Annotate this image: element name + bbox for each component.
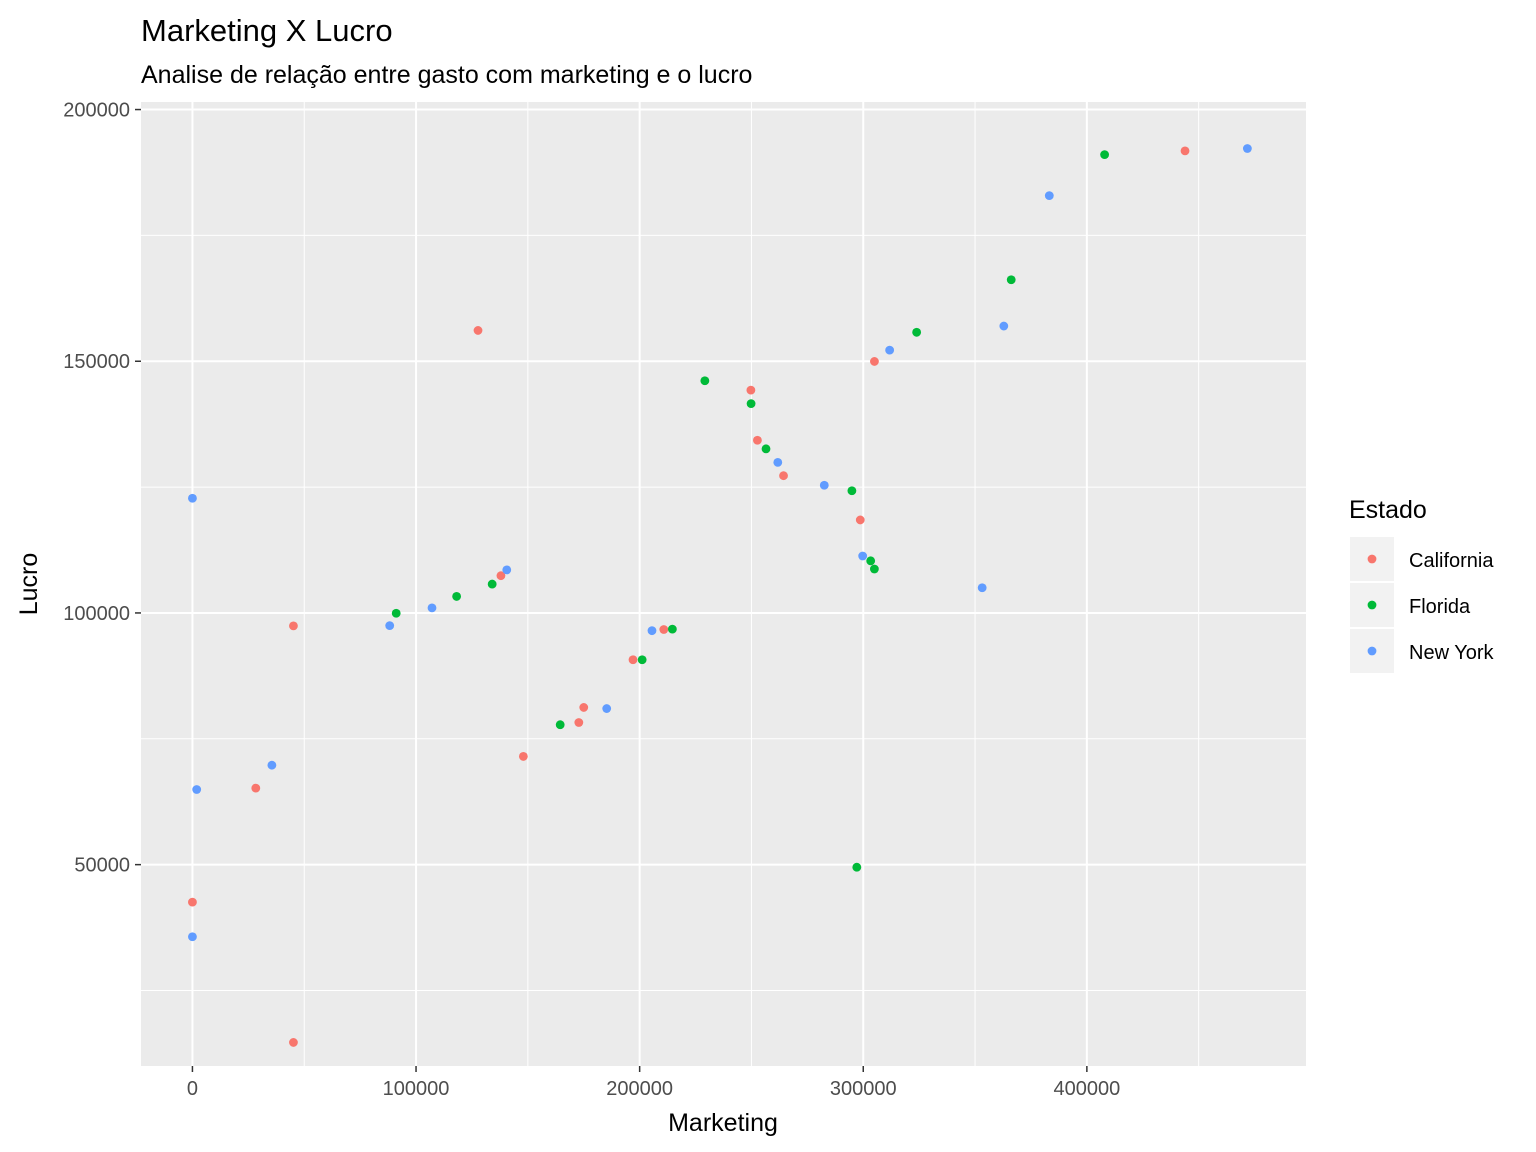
data-point-new-york — [647, 626, 657, 636]
x-tick-label: 0 — [187, 1078, 198, 1100]
data-point-new-york — [858, 551, 868, 561]
data-point-new-york — [885, 345, 895, 355]
data-point-new-york — [267, 760, 277, 770]
data-point-florida — [667, 624, 677, 634]
data-point-california — [628, 655, 638, 665]
y-axis-title: Lucro — [15, 553, 43, 616]
data-point-new-york — [999, 321, 1009, 331]
data-point-california — [496, 571, 506, 581]
legend-title: Estado — [1349, 496, 1427, 524]
data-point-california — [473, 326, 483, 335]
data-point-california — [779, 471, 788, 481]
data-point-florida — [391, 608, 401, 618]
data-point-new-york — [819, 480, 829, 490]
legend-marker-california — [1367, 554, 1377, 564]
x-axis: 0 100000 200000 300000 400000 — [187, 1066, 1120, 1100]
y-tick-label: 50000 — [74, 855, 130, 877]
data-point-california — [1180, 146, 1190, 156]
data-point-florida — [847, 486, 857, 496]
data-point-florida — [555, 720, 565, 730]
data-point-new-york — [502, 565, 512, 575]
grid-minor — [141, 102, 1306, 1066]
data-point-new-york — [1242, 144, 1252, 153]
data-point-florida — [452, 592, 462, 601]
data-point-new-york — [385, 621, 395, 631]
data-point-florida — [852, 862, 862, 872]
data-point-california — [518, 752, 528, 761]
data-point-new-york — [773, 457, 783, 467]
data-point-california — [251, 783, 261, 793]
legend-label-florida: Florida — [1409, 596, 1471, 618]
data-point-california — [289, 621, 298, 631]
data-point-florida — [700, 376, 710, 386]
legend-label-new-york: New York — [1409, 642, 1494, 664]
data-point-california — [753, 435, 762, 445]
data-point-new-york — [188, 932, 197, 942]
data-point-florida — [761, 444, 771, 454]
x-axis-title: Marketing — [668, 1109, 778, 1137]
legend: Estado California Florida New York — [1349, 496, 1494, 673]
chart-subtitle: Analise de relação entre gasto com marke… — [141, 61, 752, 89]
chart-title: Marketing X Lucro — [141, 13, 393, 48]
x-tick-label: 400000 — [1053, 1078, 1120, 1100]
x-tick-label: 100000 — [383, 1078, 450, 1100]
data-point-new-york — [192, 785, 202, 794]
data-point-new-york — [602, 704, 612, 713]
data-point-florida — [746, 399, 756, 409]
data-point-florida — [1006, 275, 1016, 285]
plot-panel — [141, 102, 1306, 1066]
data-point-california — [289, 1038, 298, 1047]
data-point-new-york — [427, 603, 437, 613]
data-point-california — [579, 703, 589, 712]
data-point-florida — [869, 564, 879, 574]
data-point-new-york — [188, 493, 197, 503]
data-point-california — [746, 385, 756, 395]
data-points — [188, 144, 1252, 1047]
data-point-california — [188, 897, 197, 907]
data-point-new-york — [1044, 191, 1054, 201]
data-point-california — [574, 718, 584, 727]
legend-label-california: California — [1409, 550, 1494, 572]
data-point-florida — [487, 579, 497, 589]
data-point-new-york — [977, 583, 987, 593]
legend-marker-florida — [1367, 600, 1377, 610]
data-point-florida — [912, 327, 922, 337]
legend-marker-new-york — [1367, 646, 1377, 656]
data-point-california — [855, 515, 865, 525]
data-point-florida — [1100, 150, 1110, 160]
y-tick-label: 100000 — [63, 603, 130, 625]
x-tick-label: 200000 — [606, 1078, 673, 1100]
data-point-florida — [866, 556, 876, 566]
y-tick-label: 200000 — [63, 100, 130, 122]
y-tick-label: 150000 — [63, 351, 130, 373]
data-point-california — [659, 625, 669, 634]
x-tick-label: 300000 — [830, 1078, 897, 1100]
data-point-florida — [637, 655, 647, 665]
data-point-california — [870, 357, 879, 366]
y-axis: 50000 100000 150000 200000 — [63, 100, 141, 877]
